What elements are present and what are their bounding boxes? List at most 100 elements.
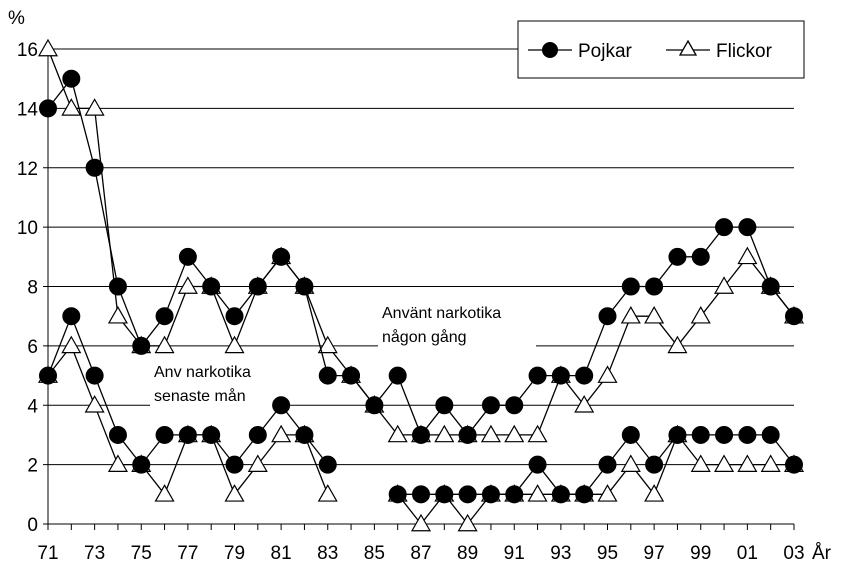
point-pojkar-ever-1984 — [342, 366, 361, 385]
legend-pojkar-label: Pojkar — [578, 41, 633, 62]
annotation-recent-line1: Anv narkotika — [154, 364, 251, 381]
point-flickor-recent-1972 — [61, 335, 82, 354]
point-pojkar-ever-1988 — [435, 396, 454, 415]
point-flickor-recent-1981 — [271, 424, 292, 443]
point-pojkar-recent-1992 — [528, 455, 547, 474]
point-pojkar-recent-1983 — [318, 455, 337, 474]
point-flickor-recent-1999 — [690, 454, 711, 472]
point-pojkar-recent-1999 — [691, 425, 710, 444]
annotation-ever-line1: Använt narkotika — [382, 305, 501, 322]
point-pojkar-recent-1993 — [551, 485, 570, 504]
point-pojkar-ever-1996 — [621, 277, 640, 296]
point-pojkar-ever-1980 — [248, 277, 267, 296]
point-pojkar-ever-1994 — [575, 366, 594, 385]
point-pojkar-ever-1992 — [528, 366, 547, 385]
annotations: Använt narkotika någon gång Anv narkotik… — [150, 296, 536, 408]
point-pojkar-ever-1981 — [272, 247, 291, 266]
point-pojkar-recent-1982 — [295, 425, 314, 444]
point-pojkar-recent-1996 — [621, 425, 640, 444]
annotation-recent-line2: senaste mån — [154, 387, 246, 405]
point-pojkar-recent-1987 — [412, 485, 430, 504]
x-tick-label-93: 93 — [550, 543, 571, 564]
point-pojkar-recent-1978 — [202, 425, 221, 444]
point-flickor-recent-2001 — [737, 454, 758, 472]
point-flickor-ever-1992 — [527, 424, 548, 443]
point-pojkar-ever-1978 — [202, 277, 221, 296]
x-tick-label-97: 97 — [644, 543, 665, 564]
point-pojkar-recent-2003 — [785, 455, 803, 474]
point-flickor-ever-1972 — [61, 98, 82, 116]
point-flickor-ever-1999 — [690, 305, 711, 324]
point-flickor-recent-1992 — [527, 484, 548, 502]
x-tick-label-77: 77 — [177, 543, 198, 564]
point-flickor-ever-1998 — [667, 335, 688, 354]
y-tick-label-12: 12 — [17, 159, 38, 180]
point-pojkar-ever-1991 — [505, 396, 524, 415]
point-flickor-ever-1971 — [37, 38, 59, 57]
annotation-ever-line2: någon gång — [382, 328, 467, 346]
point-pojkar-ever-1999 — [691, 247, 710, 266]
point-pojkar-recent-2001 — [738, 425, 757, 444]
x-tick-label-81: 81 — [271, 543, 292, 564]
x-tick-label-99: 99 — [690, 543, 711, 564]
point-flickor-recent-1987 — [410, 513, 432, 532]
point-flickor-ever-1983 — [317, 335, 338, 354]
series — [37, 38, 805, 532]
point-flickor-recent-1976 — [154, 484, 175, 502]
point-pojkar-recent-1988 — [435, 485, 454, 504]
x-tick-label-95: 95 — [597, 543, 618, 564]
annotation-recent-background — [150, 356, 280, 408]
point-pojkar-recent-2002 — [761, 425, 780, 444]
point-flickor-ever-1976 — [154, 335, 175, 354]
point-pojkar-ever-1979 — [225, 307, 244, 326]
y-tick-label-6: 6 — [27, 337, 38, 358]
y-tick-label-14: 14 — [17, 99, 39, 120]
tick-labels: 0 2 4 6 8 10 12 14 16 71 73 75 77 79 81 83 85 87 89 91 93 95 9… — [17, 40, 805, 564]
point-pojkar-recent-1990 — [481, 485, 500, 504]
point-flickor-ever-1977 — [177, 276, 198, 294]
point-pojkar-ever-2000 — [715, 218, 734, 237]
x-tick-label-91: 91 — [504, 543, 525, 564]
point-pojkar-recent-1997 — [645, 455, 664, 474]
y-axis-unit-label: % — [8, 8, 25, 29]
point-flickor-ever-1991 — [504, 424, 525, 443]
point-flickor-recent-1974 — [107, 454, 128, 472]
point-flickor-recent-1973 — [84, 395, 105, 413]
legend-flickor-marker — [678, 39, 698, 56]
point-pojkar-recent-1973 — [85, 366, 104, 385]
x-tick-label-75: 75 — [131, 543, 152, 564]
point-flickor-ever-1973 — [84, 98, 105, 116]
point-pojkar-ever-1986 — [388, 366, 407, 385]
point-flickor-ever-1997 — [644, 305, 665, 324]
y-tick-label-10: 10 — [17, 218, 38, 239]
point-pojkar-recent-1976 — [155, 425, 174, 444]
point-flickor-recent-1995 — [597, 484, 618, 502]
point-flickor-ever-2000 — [714, 276, 735, 294]
x-tick-label-71: 71 — [37, 543, 58, 564]
point-pojkar-recent-1972 — [62, 307, 81, 326]
point-pojkar-recent-1979 — [225, 455, 244, 474]
point-pojkar-ever-1985 — [365, 396, 384, 415]
x-tick-label-87: 87 — [410, 543, 431, 564]
legend: Pojkar Flickor — [517, 20, 805, 79]
point-pojkar-recent-1994 — [575, 485, 594, 504]
point-flickor-ever-1990 — [480, 424, 501, 443]
point-pojkar-recent-1977 — [178, 425, 197, 444]
point-flickor-ever-1996 — [620, 305, 641, 324]
y-tick-label-0: 0 — [27, 515, 38, 536]
point-flickor-recent-1989 — [457, 513, 478, 532]
point-pojkar-ever-2003 — [785, 307, 803, 326]
point-pojkar-ever-1974 — [108, 277, 127, 296]
point-flickor-recent-2000 — [714, 454, 735, 472]
x-tick-label-01: 01 — [737, 543, 758, 564]
legend-pojkar-marker — [542, 42, 558, 58]
point-pojkar-recent-1974 — [108, 425, 127, 444]
annotation-ever-background — [378, 296, 536, 348]
point-pojkar-recent-1971 — [39, 366, 57, 385]
point-pojkar-recent-1975 — [132, 455, 151, 474]
point-pojkar-ever-1998 — [668, 247, 687, 266]
y-tick-label-4: 4 — [27, 396, 38, 417]
point-pojkar-ever-1975 — [132, 336, 151, 355]
point-pojkar-ever-1990 — [481, 396, 500, 415]
